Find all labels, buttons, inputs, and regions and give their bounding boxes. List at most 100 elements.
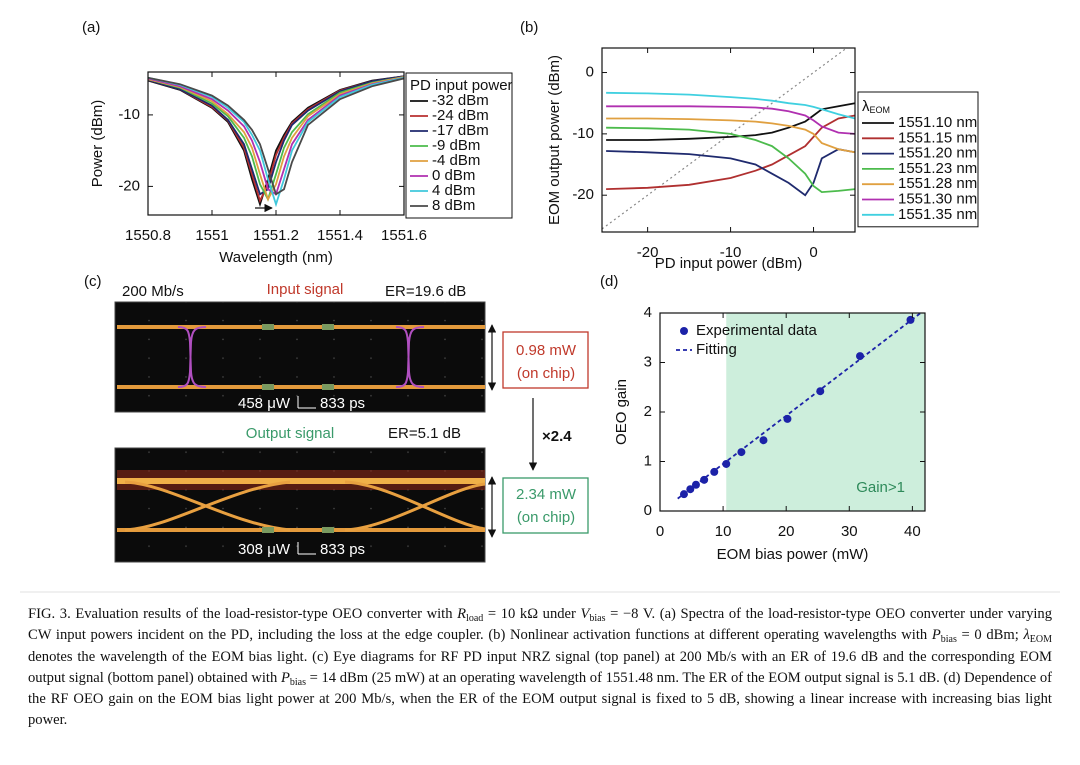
y-tick-label: -20 [572, 186, 594, 203]
legend-label: 1551.35 nm [898, 206, 977, 223]
power-box [502, 477, 589, 534]
data-point [759, 436, 768, 445]
bit-rate: 200 Mb/s [122, 283, 184, 300]
caption-symbol: λ [1023, 627, 1030, 644]
y-scale: 308 μW [238, 541, 291, 558]
series-line [606, 102, 855, 141]
series-line [606, 126, 855, 194]
series-line [677, 313, 922, 500]
panel-label: (c) [84, 273, 102, 290]
legend-label: 1551.20 nm [898, 145, 977, 162]
x-tick-label: 30 [841, 523, 858, 540]
y-tick-label: 0 [644, 502, 652, 519]
plot-area [148, 75, 404, 208]
panel-label: (a) [82, 19, 100, 36]
scope-grid [115, 448, 485, 562]
y-tick-label: 0 [586, 64, 594, 81]
series-line [148, 76, 404, 202]
scope-marker [262, 324, 274, 330]
legend-label: -17 dBm [432, 122, 489, 139]
reference-line [602, 48, 848, 230]
legend-title: PD input power [410, 77, 513, 94]
x-axis-label: PD input power (dBm) [655, 255, 803, 272]
scope-marker [322, 324, 334, 330]
legend-label: Experimental data [696, 322, 818, 339]
scale-marker [297, 396, 316, 409]
x-tick-label: 1551.2 [253, 227, 299, 244]
scope-marker [262, 384, 274, 390]
x-tick-label: 0 [809, 244, 817, 261]
y-tick-label: 2 [644, 403, 652, 420]
data-point [710, 467, 719, 476]
eye-crossing [344, 480, 486, 531]
y-tick-label: 4 [644, 304, 652, 321]
caption-subscript: load [466, 613, 484, 624]
y-tick-label: 1 [644, 452, 652, 469]
scope-marker [262, 527, 274, 533]
x-tick-label: 1551.6 [381, 227, 427, 244]
y-axis-label: Power (dBm) [89, 100, 106, 188]
input-title: Input signal [267, 281, 344, 298]
scope-grid [115, 302, 485, 412]
eye-crossing [124, 480, 291, 532]
y-tick-label: -10 [118, 106, 140, 123]
legend-label: Fitting [696, 341, 737, 358]
legend-label: -24 dBm [432, 107, 489, 124]
caption-symbol: P [931, 627, 941, 644]
series-line [606, 114, 855, 190]
legend-label: -4 dBm [432, 152, 480, 169]
legend-title-subscript: EOM [870, 105, 891, 115]
input-er: ER=19.6 dB [385, 283, 466, 300]
caption-subscript: EOM [1029, 634, 1052, 646]
eye-transition [395, 326, 425, 388]
series-line [606, 148, 855, 197]
x-tick-label: 40 [904, 523, 921, 540]
caption-text: denotes the wavelength of the EOM bias l… [28, 648, 1052, 686]
caption-symbol: V [580, 606, 590, 622]
caption-subscript: bias [940, 634, 957, 646]
legend-label: 1551.23 nm [898, 160, 977, 177]
legend-label: -32 dBm [432, 92, 489, 109]
region-label: Gain>1 [856, 479, 905, 496]
legend-title: λEOM [862, 98, 890, 115]
caption-text: = 0 dBm; [956, 627, 1024, 644]
output-er: ER=5.1 dB [388, 425, 461, 442]
series-line [148, 76, 404, 208]
panel-label: (d) [600, 273, 618, 290]
panel-label: (b) [520, 19, 538, 36]
output-note: (on chip) [517, 509, 575, 526]
y-tick-label: -20 [118, 177, 140, 194]
scope-marker [322, 527, 334, 533]
series-line [606, 91, 855, 120]
y-tick-label: -10 [572, 125, 594, 142]
legend-box [857, 91, 979, 228]
caption-text: = −8 V. (a) Spectra of the load-resistor… [28, 606, 1053, 644]
x-tick-label: 1550.8 [125, 227, 171, 244]
input-power: 0.98 mW [516, 342, 577, 359]
x-tick-label: -10 [720, 244, 742, 261]
legend-label: -9 dBm [432, 137, 480, 154]
series-line [148, 76, 404, 196]
eye-transition [177, 326, 207, 388]
caption-symbol: R [457, 606, 467, 622]
eye-crossing [344, 482, 486, 532]
legend-label: 0 dBm [432, 167, 475, 184]
x-axis-label: Wavelength (nm) [219, 249, 333, 266]
legend-label: 4 dBm [432, 182, 475, 199]
series-line [606, 117, 855, 154]
data-point [816, 387, 825, 396]
caption-text: = 10 kΩ under [483, 606, 581, 622]
eye-panel: (c) 200 Mb/s Input signal ER=19.6 dB 458… [84, 273, 589, 563]
plot-area [602, 48, 855, 230]
x-tick-label: 0 [656, 523, 664, 540]
x-tick-label: 1551 [195, 227, 228, 244]
figure: (c) 200 Mb/s Input signal ER=19.6 dB 458… [20, 19, 1060, 593]
series-line [148, 76, 404, 196]
caption-subscript: bias [289, 676, 306, 688]
caption-subscript: bias [589, 613, 606, 624]
x-tick-label: -20 [637, 244, 659, 261]
caption-text: = 14 dBm (25 mW) at an operating wavelen… [28, 669, 1053, 729]
scope-marker [322, 384, 334, 390]
eye-crossing [124, 480, 291, 532]
